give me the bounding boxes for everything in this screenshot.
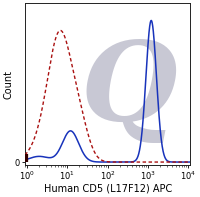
Y-axis label: Count: Count [3,70,13,99]
X-axis label: Human CD5 (L17F12) APC: Human CD5 (L17F12) APC [44,184,172,193]
Text: Q: Q [81,37,178,144]
